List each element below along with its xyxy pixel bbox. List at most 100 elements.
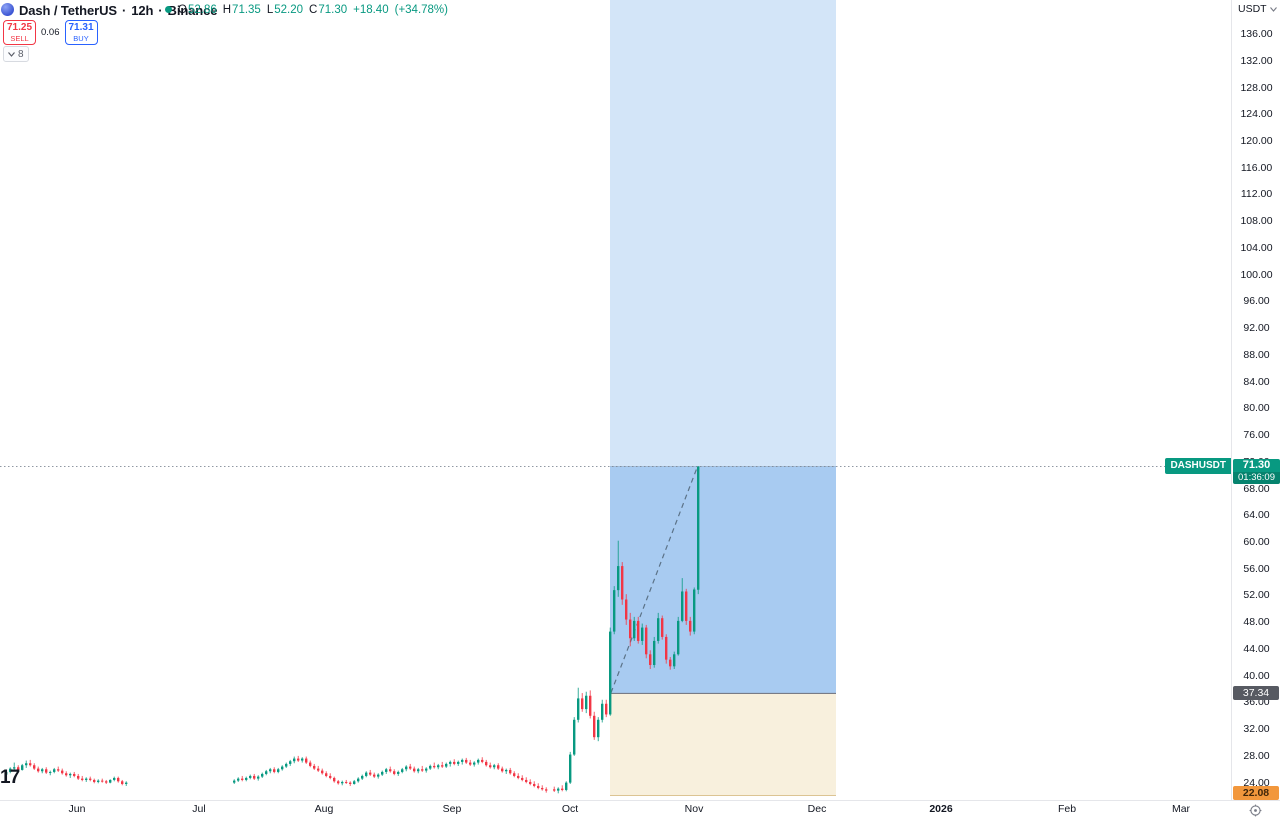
candle-body [633, 620, 636, 639]
candle-body [665, 636, 668, 660]
title-separator: · [121, 2, 127, 18]
candle-body [477, 759, 480, 763]
market-status-icon[interactable] [165, 6, 172, 13]
candles-series [5, 466, 700, 794]
price-tick: 132.00 [1240, 54, 1273, 67]
candle-body [693, 589, 696, 632]
candle-body [93, 779, 96, 782]
candle-body [573, 719, 576, 755]
candle-body [521, 777, 524, 780]
price-tick: 76.00 [1243, 429, 1270, 442]
candle-body [617, 566, 620, 591]
candle-body [489, 765, 492, 768]
position-stop-zone[interactable] [610, 693, 836, 796]
buy-price: 71.31 [68, 22, 94, 33]
time-tick-dec: Dec [807, 803, 827, 815]
price-tick: 88.00 [1243, 348, 1270, 361]
candle-body [237, 778, 240, 781]
candle-body [381, 771, 384, 775]
candle-body [89, 778, 92, 780]
sell-button[interactable]: 71.25 SELL [3, 20, 36, 45]
interval-label[interactable]: 12h [131, 2, 154, 18]
candle-body [277, 769, 280, 772]
candle-body [461, 759, 464, 762]
tradingview-watermark: 17 [0, 767, 20, 788]
candle-body [301, 758, 304, 761]
symbol-name: Dash / TetherUS [19, 2, 117, 18]
candle-body [473, 762, 476, 765]
candle-body [649, 654, 652, 665]
candle-body [65, 773, 68, 776]
symbol-title[interactable]: Dash / TetherUS · 12h · Binance [19, 2, 218, 18]
price-tick: 56.00 [1243, 562, 1270, 575]
high-label: H [222, 4, 232, 16]
candle-body [601, 703, 604, 720]
currency-label: USDT [1238, 3, 1267, 15]
time-axis[interactable]: Jun Jul Aug Sep Oct Nov Dec 2026 Feb Mar [0, 800, 1231, 818]
position-profit-zone-active[interactable] [610, 466, 836, 694]
candlestick-chart[interactable] [0, 0, 1231, 800]
candle-body [589, 695, 592, 716]
candle-body [105, 781, 108, 783]
change-value: +18.40 [353, 4, 389, 16]
candle-body [273, 769, 276, 772]
time-tick-sep: Sep [442, 803, 462, 815]
time-tick-jun: Jun [68, 803, 86, 815]
price-tick: 48.00 [1243, 616, 1270, 629]
settings-gear-icon[interactable] [1249, 804, 1262, 817]
candle-body [533, 783, 536, 786]
candle-body [117, 777, 120, 782]
candle-body [497, 765, 500, 769]
buy-button[interactable]: 71.31 BUY [64, 20, 98, 45]
trend-line[interactable] [610, 467, 698, 693]
last-price-flag: 71.30 01:36:09 [1233, 458, 1280, 484]
price-axis[interactable]: USDT 136.00 132.00 128.00 124.00 120.00 116.0… [1231, 0, 1280, 800]
candle-body [597, 719, 600, 738]
price-tick: 64.00 [1243, 509, 1270, 522]
candle-body [253, 775, 256, 779]
candle-body [309, 762, 312, 766]
price-tick: 116.00 [1240, 161, 1273, 174]
candle-body [433, 765, 436, 768]
currency-dropdown[interactable]: USDT [1238, 3, 1277, 15]
candle-body [269, 769, 272, 772]
price-tick: 28.00 [1243, 749, 1270, 762]
legend-collapse-badge[interactable]: 8 [3, 46, 29, 62]
candle-body [613, 590, 616, 632]
candle-body [285, 763, 288, 767]
candle-body [21, 765, 24, 770]
candle-body [81, 778, 84, 780]
price-tick: 108.00 [1240, 215, 1273, 228]
candle-body [121, 781, 124, 784]
candle-body [653, 640, 656, 665]
candle-body [465, 759, 468, 763]
candle-body [13, 767, 16, 769]
candle-body [389, 769, 392, 772]
candle-body [333, 777, 336, 782]
price-tick: 44.00 [1243, 642, 1270, 655]
candle-body [437, 765, 440, 768]
time-tick-oct: Oct [561, 803, 579, 815]
candle-body [529, 781, 532, 784]
legend-badge-count: 8 [18, 48, 24, 60]
low-label: L [266, 4, 274, 16]
candle-body [77, 775, 80, 779]
candle-body [605, 703, 608, 715]
price-tick: 92.00 [1243, 322, 1270, 335]
candle-body [481, 759, 484, 762]
candle-body [305, 758, 308, 763]
candle-body [685, 591, 688, 621]
candle-body [393, 771, 396, 774]
candle-body [513, 773, 516, 776]
high-value: 71.35 [232, 4, 261, 16]
candle-body [9, 768, 12, 772]
price-tick: 68.00 [1243, 482, 1270, 495]
candle-body [261, 773, 264, 777]
candle-body [17, 767, 20, 770]
candle-body [29, 763, 32, 766]
candle-body [33, 765, 36, 769]
position-profit-zone-upper[interactable] [610, 0, 836, 467]
candle-body [429, 765, 432, 769]
candle-body [405, 766, 408, 770]
candle-body [361, 775, 364, 779]
